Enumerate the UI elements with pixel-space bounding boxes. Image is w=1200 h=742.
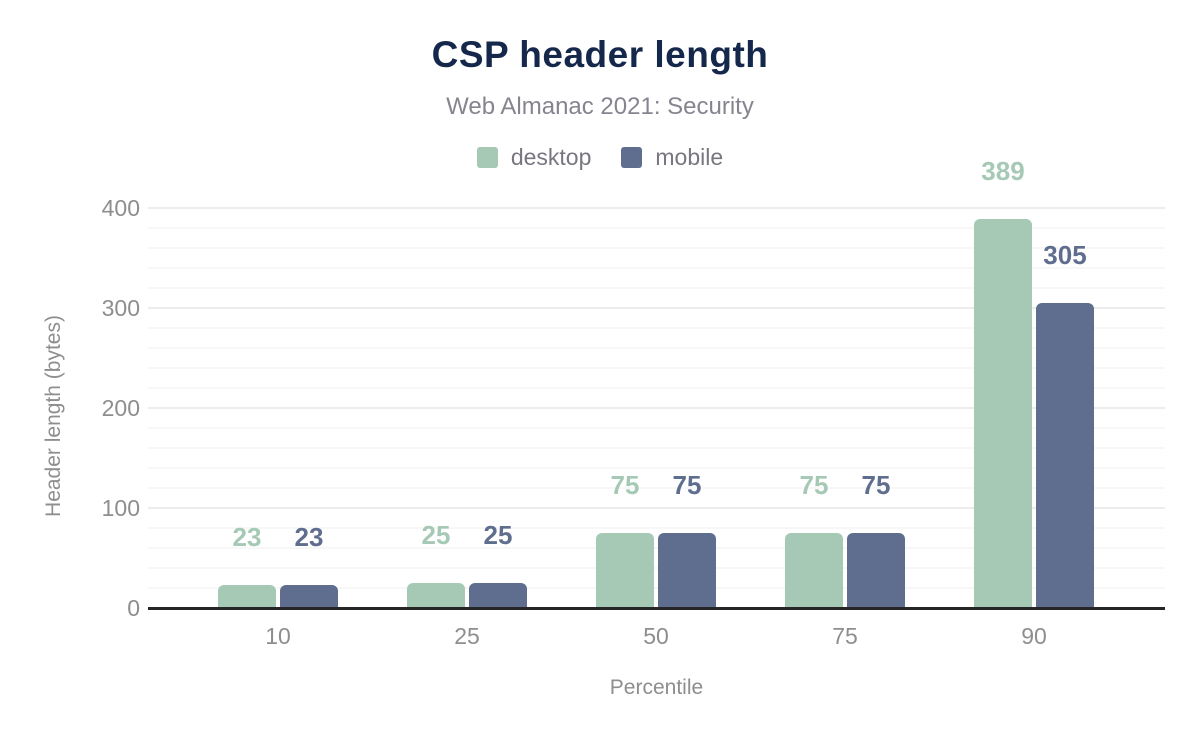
gridline-minor-160	[148, 447, 1165, 449]
x-axis-line	[148, 607, 1165, 610]
gridline-minor-320	[148, 287, 1165, 289]
gridline-minor-80	[148, 527, 1165, 529]
x-tick-label-50: 50	[643, 623, 669, 649]
bar-mobile-p90	[1036, 303, 1094, 608]
legend-label-desktop: desktop	[510, 144, 592, 170]
bar-value-label-desktop-p90: 389	[981, 156, 1025, 186]
y-tick-label-300: 300	[101, 295, 140, 321]
y-tick-label-100: 100	[101, 495, 140, 521]
bar-desktop-p50	[596, 533, 654, 608]
x-tick-label-25: 25	[454, 623, 480, 649]
gridline-minor-40	[148, 567, 1165, 569]
gridline-major-400	[148, 207, 1165, 209]
gridline-minor-180	[148, 427, 1165, 429]
bar-desktop-p90	[974, 219, 1032, 608]
y-tick-label-200: 200	[101, 395, 140, 421]
bar-value-label-desktop-p10: 23	[232, 522, 262, 552]
gridline-minor-240	[148, 367, 1165, 369]
plot-area: 23 23 10 25 25 25 75 75 50 75 75 75 389 305 90	[148, 156, 1165, 649]
bar-desktop-p75	[785, 533, 843, 608]
bar-desktop-p10	[218, 585, 276, 608]
y-tick-label-0: 0	[127, 595, 140, 621]
chart-title: CSP header length	[431, 34, 769, 75]
gridline-minor-280	[148, 327, 1165, 329]
bar-desktop-p25	[407, 583, 465, 608]
gridline-minor-260	[148, 347, 1165, 349]
bar-mobile-p10	[280, 585, 338, 608]
legend: desktop mobile	[0, 144, 1200, 171]
bar-value-label-desktop-p25: 25	[421, 520, 451, 550]
gridline-minor-220	[148, 387, 1165, 389]
bar-value-label-mobile-p10: 23	[294, 522, 324, 552]
chart-subtitle: Web Almanac 2021: Security	[446, 93, 754, 120]
bar-value-label-mobile-p75: 75	[861, 470, 891, 500]
legend-swatch-mobile	[621, 147, 643, 168]
legend-label-mobile: mobile	[655, 144, 724, 170]
x-axis-title: Percentile	[609, 676, 704, 699]
gridline-minor-360	[148, 247, 1165, 249]
gridline-major-300	[148, 307, 1165, 309]
x-tick-label-75: 75	[832, 623, 858, 649]
bar-mobile-p75	[847, 533, 905, 608]
gridline-minor-340	[148, 267, 1165, 269]
gridline-major-100	[148, 507, 1165, 509]
gridline-minor-120	[148, 487, 1165, 489]
x-tick-label-90: 90	[1021, 623, 1047, 649]
bar-value-label-desktop-p75: 75	[799, 470, 829, 500]
bar-value-label-mobile-p90: 305	[1043, 240, 1087, 270]
legend-item-mobile: mobile	[621, 144, 723, 171]
gridline-minor-20	[148, 587, 1165, 589]
bar-value-label-desktop-p50: 75	[610, 470, 640, 500]
bar-mobile-p50	[658, 533, 716, 608]
bar-value-label-mobile-p25: 25	[483, 520, 513, 550]
gridline-minor-380	[148, 227, 1165, 229]
gridline-major-200	[148, 407, 1165, 409]
gridline-minor-60	[148, 547, 1165, 549]
legend-item-desktop: desktop	[476, 144, 592, 171]
x-tick-label-10: 10	[265, 623, 291, 649]
bar-mobile-p25	[469, 583, 527, 608]
gridline-minor-140	[148, 467, 1165, 469]
y-tick-label-400: 400	[101, 195, 140, 221]
bar-value-label-mobile-p50: 75	[672, 470, 702, 500]
legend-swatch-desktop	[476, 147, 498, 168]
